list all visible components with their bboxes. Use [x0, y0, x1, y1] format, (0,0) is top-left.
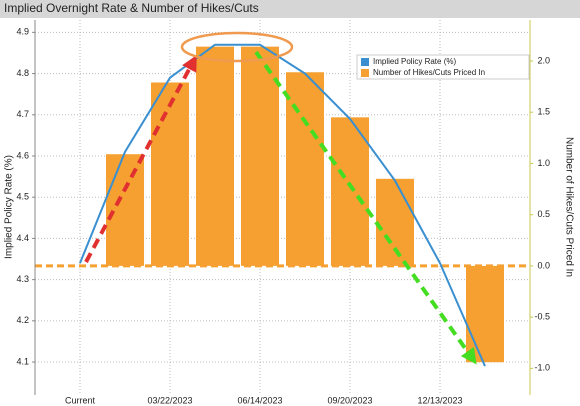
highlight: [180, 31, 294, 63]
bar: [151, 82, 189, 266]
title-bar: [0, 0, 580, 18]
y2-tick-label: 1.5: [537, 107, 550, 117]
y-tick-label: 4.5: [16, 192, 29, 202]
arrow-down: [254, 50, 477, 365]
y-tick-label: 4.4: [16, 233, 29, 243]
y2-tick-label: -1.0: [534, 363, 550, 373]
legend-label: Implied Policy Rate (%): [373, 57, 456, 66]
bar: [196, 46, 234, 266]
bar: [241, 46, 279, 266]
legend-swatch: [361, 58, 369, 66]
x-tick-label: Current: [65, 395, 96, 405]
x-tick-label: 09/20/2023: [327, 395, 372, 405]
y2-tick-label: 0.5: [537, 209, 550, 219]
y-tick-label: 4.2: [16, 315, 29, 325]
y2-tick-label: -0.5: [534, 312, 550, 322]
bar: [466, 265, 504, 363]
legend-box: [356, 54, 530, 80]
chart-title: Implied Overnight Rate & Number of Hikes…: [4, 1, 259, 15]
y-tick-label: 4.7: [16, 109, 29, 119]
y-tick-label: 4.3: [16, 274, 29, 284]
arrow-up: [84, 54, 197, 263]
y2-tick-label: 1.0: [537, 158, 550, 168]
y2-tick-label: 0.0: [537, 260, 550, 270]
bar: [331, 117, 369, 266]
y-tick-label: 4.8: [16, 68, 29, 78]
legend-swatch: [361, 69, 369, 77]
line: [79, 43, 486, 367]
bar: [286, 72, 324, 266]
x-tick-label: 03/22/2023: [147, 395, 192, 405]
y2-tick-label: 2.0: [537, 55, 550, 65]
y-axis-title: Implied Policy Rate (%): [4, 155, 15, 259]
x-tick-label: 12/13/2023: [417, 395, 462, 405]
legend-label: Number of Hikes/Cuts Priced In: [373, 68, 485, 77]
bar: [106, 154, 144, 266]
y2-axis-title: Number of Hikes/Cuts Priced In: [563, 137, 574, 277]
x-tick-label: 06/14/2023: [237, 395, 282, 405]
y-tick-label: 4.9: [16, 27, 29, 37]
y-tick-label: 4.6: [16, 150, 29, 160]
y-tick-label: 4.1: [16, 356, 29, 366]
bar: [376, 178, 414, 266]
